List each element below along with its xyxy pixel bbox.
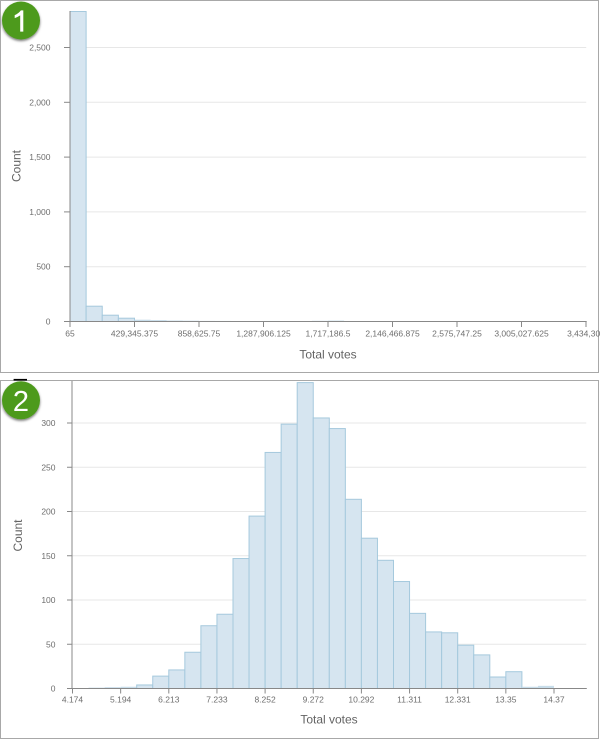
svg-text:1,000: 1,000: [29, 207, 51, 217]
svg-text:500: 500: [36, 262, 50, 272]
svg-text:100: 100: [41, 595, 55, 605]
svg-text:200: 200: [41, 507, 55, 517]
svg-text:429,345.375: 429,345.375: [111, 329, 159, 339]
svg-text:14.37: 14.37: [543, 695, 565, 705]
svg-text:13.35: 13.35: [495, 695, 517, 705]
svg-text:65: 65: [65, 329, 75, 339]
svg-text:11.311: 11.311: [397, 695, 422, 705]
svg-text:1,287,906.125: 1,287,906.125: [236, 329, 291, 339]
svg-text:Count: Count: [11, 519, 25, 552]
svg-text:858,625.75: 858,625.75: [178, 329, 221, 339]
svg-text:2,500: 2,500: [29, 43, 51, 53]
svg-text:2,000: 2,000: [29, 97, 51, 107]
svg-text:8.252: 8.252: [254, 695, 276, 705]
svg-text:1,500: 1,500: [29, 152, 51, 162]
svg-text:Total votes: Total votes: [300, 713, 357, 727]
svg-text:7.233: 7.233: [206, 695, 228, 705]
svg-text:3,434,308: 3,434,308: [567, 329, 600, 339]
svg-text:4.174: 4.174: [62, 695, 84, 705]
svg-text:5.194: 5.194: [110, 695, 132, 705]
svg-text:6.213: 6.213: [158, 695, 180, 705]
svg-text:Count: Count: [10, 149, 24, 182]
svg-text:300: 300: [41, 418, 55, 428]
svg-text:12.331: 12.331: [445, 695, 471, 705]
svg-text:2,146,466.875: 2,146,466.875: [365, 329, 420, 339]
svg-text:3,005,027.625: 3,005,027.625: [494, 329, 549, 339]
svg-text:10.292: 10.292: [348, 695, 374, 705]
svg-text:2,575,747.25: 2,575,747.25: [432, 329, 482, 339]
svg-text:2: 2: [13, 386, 29, 418]
svg-text:0: 0: [46, 317, 51, 327]
svg-text:0: 0: [51, 684, 56, 694]
svg-text:250: 250: [41, 462, 55, 472]
svg-text:150: 150: [41, 551, 55, 561]
svg-text:50: 50: [46, 639, 56, 649]
svg-text:1,717,186.5: 1,717,186.5: [306, 329, 351, 339]
svg-text:Total votes: Total votes: [299, 348, 356, 362]
svg-text:9.272: 9.272: [303, 695, 325, 705]
